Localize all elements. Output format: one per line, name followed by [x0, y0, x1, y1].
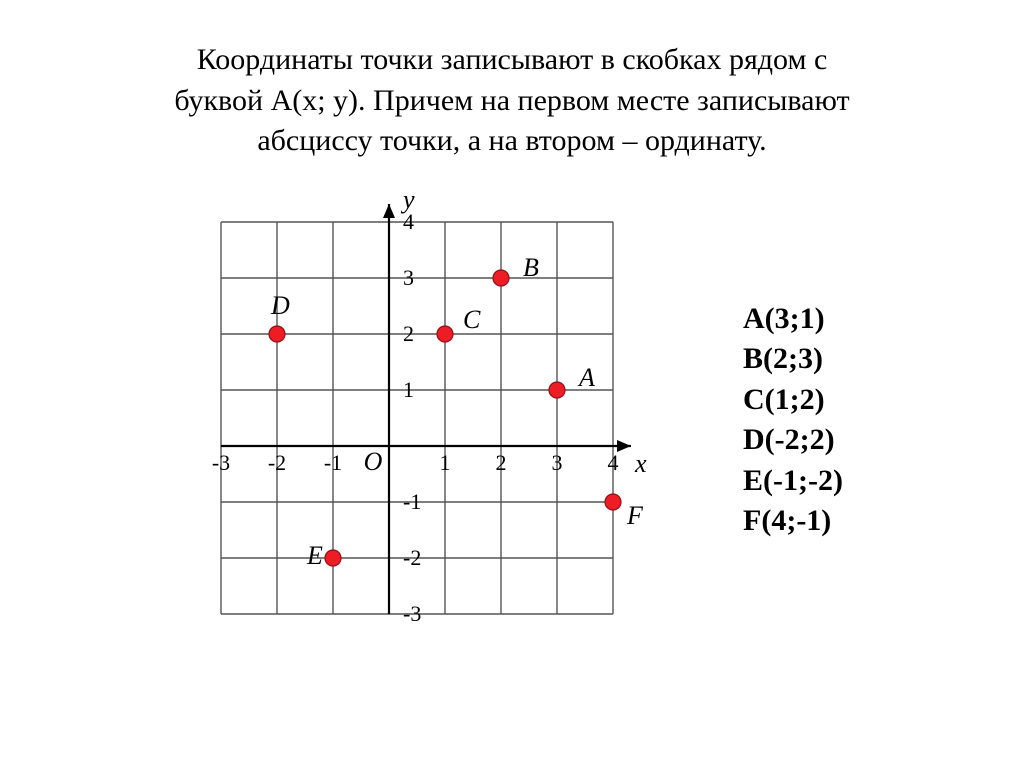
- y-tick-label: 2: [403, 321, 414, 346]
- point-label: F: [626, 501, 644, 530]
- x-tick-label: -3: [212, 450, 230, 475]
- y-tick-label: 3: [403, 265, 414, 290]
- data-point: [325, 550, 341, 566]
- y-tick-label: -2: [403, 545, 421, 570]
- coordinate-item: B(2;3): [743, 339, 843, 380]
- data-point: [493, 270, 509, 286]
- y-tick-label: -1: [403, 489, 421, 514]
- coordinate-chart: -3-2-11234-3-2-11234OxyABCDEF: [181, 182, 653, 659]
- point-label: C: [463, 305, 481, 334]
- x-tick-label: -2: [268, 450, 286, 475]
- slide-title: Координаты точки записывают в скобках ря…: [0, 0, 1024, 172]
- point-label: A: [577, 363, 595, 392]
- x-tick-label: 2: [496, 450, 507, 475]
- coordinate-item: E(-1;-2): [743, 461, 843, 502]
- y-axis-arrow-icon: [383, 204, 395, 218]
- x-axis-label: x: [634, 449, 647, 478]
- data-point: [605, 494, 621, 510]
- data-point: [549, 382, 565, 398]
- content-row: -3-2-11234-3-2-11234OxyABCDEF A(3;1)B(2;…: [0, 182, 1024, 659]
- coordinate-item: A(3;1): [743, 299, 843, 340]
- x-tick-label: 1: [440, 450, 451, 475]
- y-tick-label: 1: [403, 377, 414, 402]
- point-label: E: [306, 541, 323, 570]
- x-axis-arrow-icon: [617, 440, 631, 452]
- y-tick-label: -3: [403, 601, 421, 626]
- point-label: B: [523, 253, 539, 282]
- x-tick-label: 4: [608, 450, 619, 475]
- point-label: D: [270, 291, 290, 320]
- coordinates-list: A(3;1)B(2;3)C(1;2)D(-2;2)E(-1;-2)F(4;-1): [743, 299, 843, 542]
- title-line-3: абсциссу точки, а на втором – ординату.: [257, 124, 766, 157]
- title-line-2: буквой A(x; y). Причем на первом месте з…: [174, 84, 849, 117]
- y-axis-label: y: [400, 185, 415, 214]
- title-line-1: Координаты точки записывают в скобках ря…: [197, 43, 828, 76]
- data-point: [269, 326, 285, 342]
- chart-svg: -3-2-11234-3-2-11234OxyABCDEF: [181, 182, 653, 654]
- coordinate-item: D(-2;2): [743, 420, 843, 461]
- x-tick-label: -1: [324, 450, 342, 475]
- coordinate-item: C(1;2): [743, 380, 843, 421]
- origin-label: O: [364, 447, 383, 476]
- x-tick-label: 3: [552, 450, 563, 475]
- coordinate-item: F(4;-1): [743, 501, 843, 542]
- data-point: [437, 326, 453, 342]
